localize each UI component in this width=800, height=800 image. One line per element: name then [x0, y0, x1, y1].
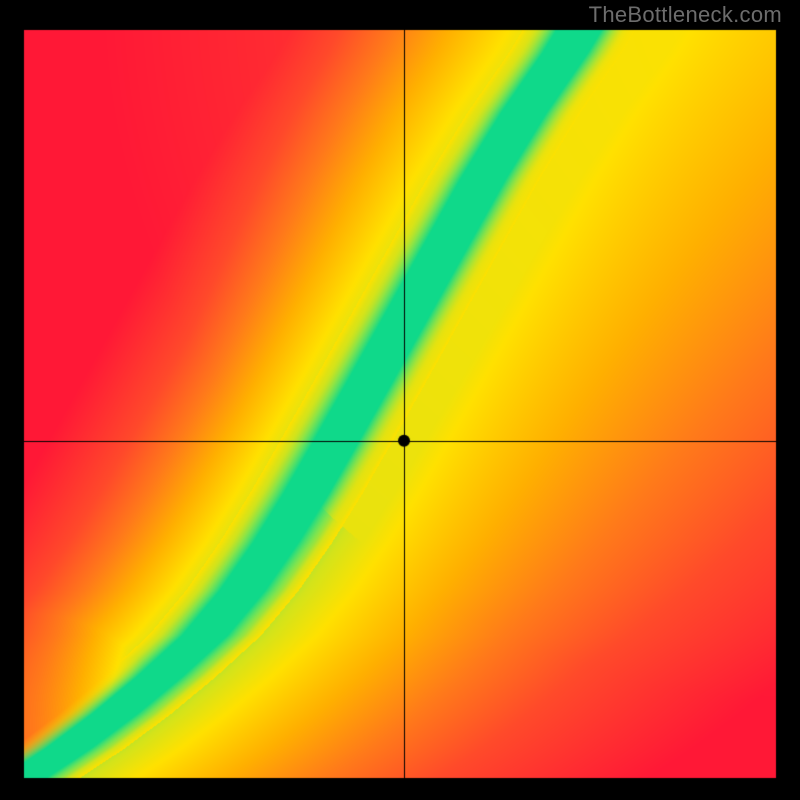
- bottleneck-heatmap: [0, 0, 800, 800]
- watermark-text: TheBottleneck.com: [589, 2, 782, 28]
